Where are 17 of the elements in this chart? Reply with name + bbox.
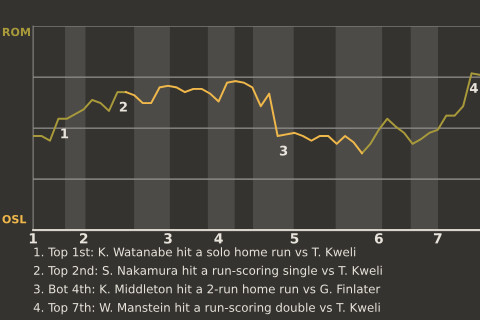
- x-tick-label: 5: [290, 233, 298, 244]
- x-tick-label: 1: [30, 233, 37, 244]
- text: 1. Top 1st: K. Watanabe hit a solo home run vs T. Kweli: [34, 247, 356, 259]
- text: 4. Top 7th: W. Manstein hit a run-scoring double vs T. Kweli: [34, 302, 380, 314]
- text: ROM: [2, 28, 30, 36]
- x-tick-label: 3: [164, 233, 172, 244]
- x-tick-label: 2: [80, 233, 88, 244]
- x-tick-label: 7: [434, 233, 442, 244]
- annotation: 1: [61, 128, 68, 138]
- text: OSL: [2, 214, 26, 224]
- annotation: 2: [120, 102, 127, 112]
- text: 3. Bot 4th: K. Middleton hit a 2-run home run vs G. Finlater: [34, 284, 380, 294]
- x-tick-label: 6: [374, 233, 383, 244]
- x-tick-label: 4: [214, 233, 223, 244]
- text: 2. Top 2nd: S. Nakamura hit a run-scoring single vs T. Kweli: [34, 266, 382, 278]
- annotation: 3: [280, 146, 288, 156]
- annotation: 4: [470, 83, 478, 93]
